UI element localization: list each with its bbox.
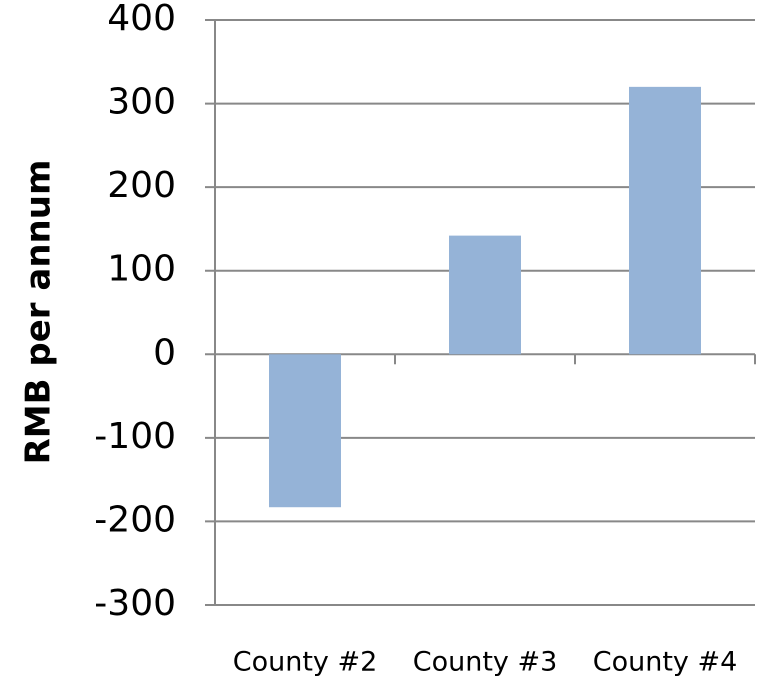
y-tick-label: 300	[107, 82, 176, 123]
y-tick-label: -200	[94, 499, 176, 540]
y-tick-label: 200	[107, 165, 176, 206]
y-tick-label: -100	[94, 416, 176, 457]
y-tick-label: 100	[107, 249, 176, 290]
bar	[269, 354, 341, 508]
y-tick-label: -300	[94, 583, 176, 624]
x-tick-label: County #3	[413, 647, 558, 678]
bar	[449, 235, 521, 355]
bar	[629, 86, 701, 355]
y-axis-label: RMB per annum	[19, 160, 59, 465]
y-tick-label: 400	[107, 0, 176, 39]
y-tick-label: 0	[153, 332, 176, 373]
x-tick-label: County #2	[233, 647, 378, 678]
x-tick-label: County #4	[593, 647, 738, 678]
